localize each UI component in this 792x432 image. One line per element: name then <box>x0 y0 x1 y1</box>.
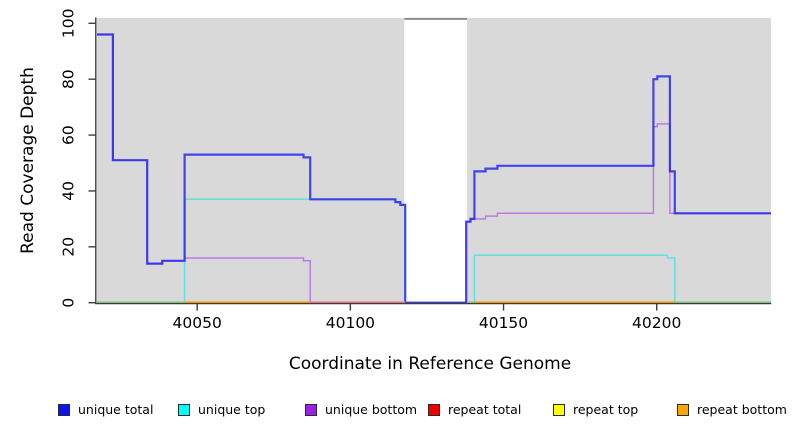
series-line-unique-total <box>97 33 771 304</box>
plot-layer <box>97 17 771 304</box>
x-tick-label: 40100 <box>326 314 375 332</box>
x-axis-title: Coordinate in Reference Genome <box>289 354 571 374</box>
y-tick-label: 100 <box>60 9 78 39</box>
y-tick-label: 80 <box>60 69 78 89</box>
y-tick-label: 60 <box>60 125 78 145</box>
x-tick-label: 40050 <box>173 314 222 332</box>
y-tick-label: 0 <box>60 298 78 308</box>
y-axis-title: Read Coverage Depth <box>18 67 38 254</box>
x-tick-label: 40150 <box>479 314 528 332</box>
y-tick-label: 40 <box>60 181 78 201</box>
y-tick-label: 20 <box>60 237 78 257</box>
axis-layer: 0 20 40 60 80 100 40050 40100 40150 40200 <box>60 9 772 332</box>
x-tick-label: 40200 <box>632 314 681 332</box>
plot-background-right <box>467 18 771 304</box>
